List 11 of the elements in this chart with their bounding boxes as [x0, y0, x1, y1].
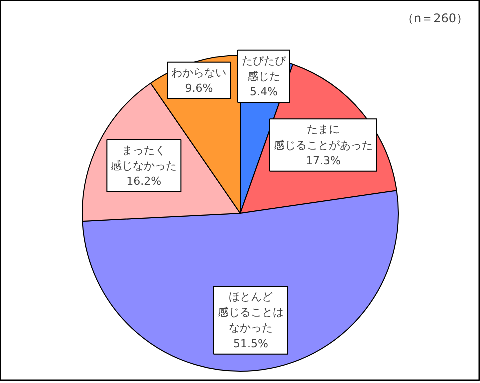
data-label: 16.2%: [126, 175, 162, 188]
slice-label: たまに感じることがあった: [274, 123, 373, 152]
data-label: 5.4%: [250, 86, 278, 99]
text: （n＝260）: [402, 12, 469, 26]
data-label: 51.5%: [233, 337, 268, 350]
slice-label: わからない: [172, 66, 227, 80]
data-label: 9.6%: [185, 82, 214, 96]
data-label: 17.3%: [306, 154, 341, 168]
slice-label: まったく感じなかった: [111, 144, 178, 172]
slice-label: ほとんど感じることはなかった: [218, 290, 284, 335]
slice-label: たびたび感じた: [242, 54, 287, 83]
